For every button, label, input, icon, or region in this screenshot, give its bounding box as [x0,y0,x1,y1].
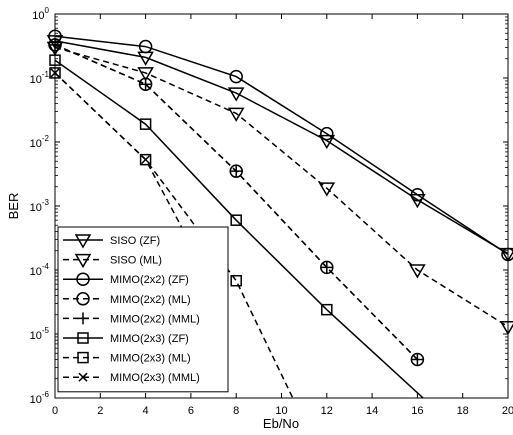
data-point [137,67,154,82]
data-point [227,87,245,102]
legend: SISO (ZF) SISO (ML) MIMO(2x2) (ZF) MIMO(2x2… [57,226,229,393]
series-7 [50,68,210,275]
data-point [49,67,61,79]
x-tick-label: 8 [233,405,239,417]
legend-label: MIMO(2x3) (ML) [110,353,191,365]
y-tick-label: 10-2 [30,134,50,150]
legend-entry: MIMO(2x3) (ML) [63,351,191,365]
legend-entry: MIMO(2x3) (MML) [63,372,200,384]
y-axis-ticks: 100 10-1 10-2 10-3 10-4 10-5 10-6 [30,6,508,406]
legend-marker [74,234,92,249]
data-point [230,214,242,226]
data-point [138,39,153,54]
x-tick-label: 4 [143,405,149,417]
legend-label: MIMO(2x3) (ZF) [110,333,189,345]
x-tick-label: 20 [502,405,513,417]
data-point [50,68,60,78]
x-tick-label: 6 [188,405,194,417]
y-tick-label: 10-1 [30,70,50,86]
y-tick-label: 100 [32,6,49,22]
y-tick-label: 10-5 [30,326,50,342]
y-tick-label: 10-3 [30,198,50,214]
data-point [318,182,336,197]
x-tick-label: 18 [457,405,469,417]
series-line [54,35,509,256]
y-tick-label: 10-6 [30,390,50,406]
legend-box [57,226,229,393]
data-point [321,303,333,316]
data-point [230,165,243,178]
legend-label: MIMO(2x2) (ML) [110,294,191,306]
data-point [139,78,152,91]
data-point [49,54,61,66]
legend-marker [77,332,89,344]
legend-entry: MIMO(2x3) (ZF) [63,332,189,345]
y-tick-label: 10-4 [30,262,50,278]
data-point [227,107,245,122]
legend-entry: SISO (ML) [63,253,162,269]
x-tick-label: 10 [275,405,287,417]
data-point [320,261,333,274]
x-tick-label: 16 [411,405,423,417]
y-axis-label: BER [6,193,21,220]
x-axis-ticks: 0 2 4 6 8 10 12 14 16 18 20 [52,14,513,417]
legend-label: SISO (ML) [110,255,162,267]
legend-marker [76,292,90,306]
legend-label: SISO (ZF) [110,235,160,247]
x-tick-label: 12 [321,405,333,417]
series-2 [48,29,513,262]
data-point [318,134,336,150]
legend-marker [77,351,89,364]
x-axis-label: Eb/No [263,416,299,431]
series-layer [46,29,513,399]
legend-entry: MIMO(2x2) (ML) [63,292,191,306]
legend-label: MIMO(2x2) (ZF) [110,274,189,286]
legend-entry: MIMO(2x2) (MML) [63,312,200,325]
series-line [54,59,424,399]
data-point [410,187,425,202]
legend-label: MIMO(2x3) (MML) [110,372,200,384]
data-point [139,118,152,130]
legend-marker [78,372,88,382]
data-point [229,69,243,84]
series-line [54,40,509,255]
data-point [49,38,61,51]
data-point [230,274,242,287]
legend-marker [76,272,90,286]
series-4 [49,38,424,366]
data-point [141,155,151,165]
legend-entry: SISO (ZF) [63,234,160,249]
legend-label: MIMO(2x2) (MML) [110,313,200,325]
data-point [320,126,334,141]
data-point [501,247,513,262]
series-5 [49,54,424,399]
legend-marker [74,253,92,269]
data-point [499,320,513,336]
legend-marker [77,312,89,325]
x-tick-label: 14 [366,405,378,417]
x-tick-label: 0 [52,405,58,417]
data-point [411,353,424,366]
series-line [54,46,509,328]
legend-entry: MIMO(2x2) (ZF) [63,272,189,286]
data-point [409,264,426,279]
data-point [139,153,152,166]
x-tick-label: 2 [97,405,103,417]
